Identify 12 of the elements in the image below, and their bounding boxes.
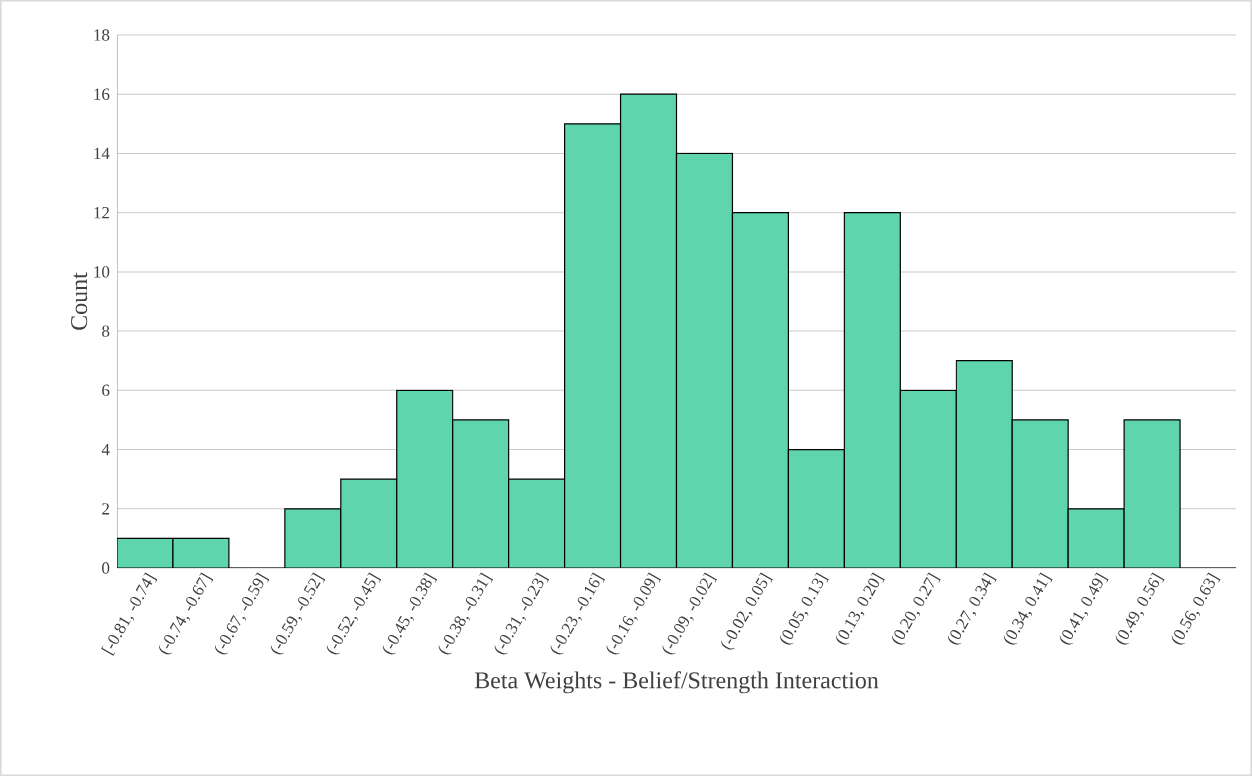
y-tick-label: 10	[94, 266, 110, 278]
y-axis-title: Count	[71, 272, 88, 330]
y-tick-label: 4	[101, 443, 110, 456]
y-tick-label: 18	[94, 29, 110, 41]
y-tick-label: 14	[94, 147, 110, 160]
y-tick-label: 0	[102, 562, 110, 574]
y-tick-label: 8	[102, 325, 110, 337]
y-tick-label: 6	[102, 384, 110, 397]
y-tick-label: 2	[102, 503, 109, 515]
y-tick-label: 16	[94, 88, 110, 100]
y-tick-label: 12	[94, 207, 109, 219]
x-axis-title: Beta Weights - Belief/Strength Interaction	[474, 671, 879, 694]
